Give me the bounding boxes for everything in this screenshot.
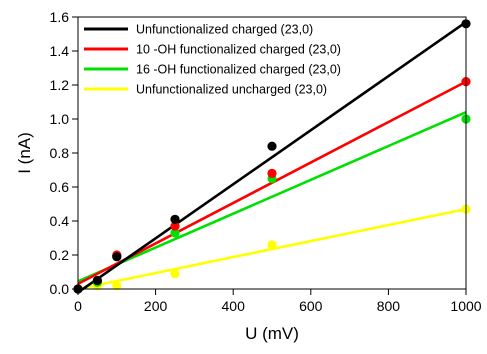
y-tick-label: 1.6 (50, 9, 70, 25)
data-points (73, 19, 471, 294)
y-axis: 0.0 0.2 0.4 0.6 0.8 1.0 1.2 1.4 1.6 (50, 9, 78, 297)
x-tick-label: 400 (222, 298, 246, 314)
data-point (170, 214, 180, 224)
data-point (267, 141, 277, 151)
data-point (170, 228, 180, 238)
y-tick-label: 0.2 (50, 247, 70, 263)
y-tick-label: 1.4 (50, 43, 70, 59)
y-tick-label: 0.4 (50, 213, 70, 229)
data-point (267, 240, 277, 250)
x-axis-title: U (mV) (245, 324, 299, 343)
y-tick-label: 1.0 (50, 111, 70, 127)
x-axis: 0 200 400 600 800 1000 (74, 289, 482, 314)
data-point (170, 269, 180, 279)
x-tick-label: 800 (377, 298, 401, 314)
y-axis-title: I (nA) (15, 132, 34, 174)
x-tick-label: 200 (144, 298, 168, 314)
legend-label: Unfunctionalized uncharged (23,0) (136, 83, 327, 97)
data-point (170, 221, 180, 231)
fit-line (77, 111, 467, 283)
legend-label: Unfunctionalized charged (23,0) (136, 23, 313, 37)
x-tick-label: 600 (299, 298, 323, 314)
y-tick-label: 1.2 (50, 77, 70, 93)
y-tick-label: 0.0 (50, 281, 70, 297)
data-point (112, 252, 122, 262)
fit-line (77, 21, 467, 294)
x-tick-label: 0 (74, 298, 82, 314)
data-point (92, 275, 102, 286)
data-point (112, 281, 122, 291)
legend-label: 16 -OH functionalized charged (23,0) (136, 63, 341, 77)
legend-label: 10 -OH functionalized charged (23,0) (136, 43, 341, 57)
y-tick-label: 0.8 (50, 145, 70, 161)
data-point (267, 168, 277, 178)
legend: Unfunctionalized charged (23,0) 10 -OH fu… (84, 23, 341, 97)
x-tick-label: 1000 (450, 298, 481, 314)
y-tick-label: 0.6 (50, 179, 70, 195)
